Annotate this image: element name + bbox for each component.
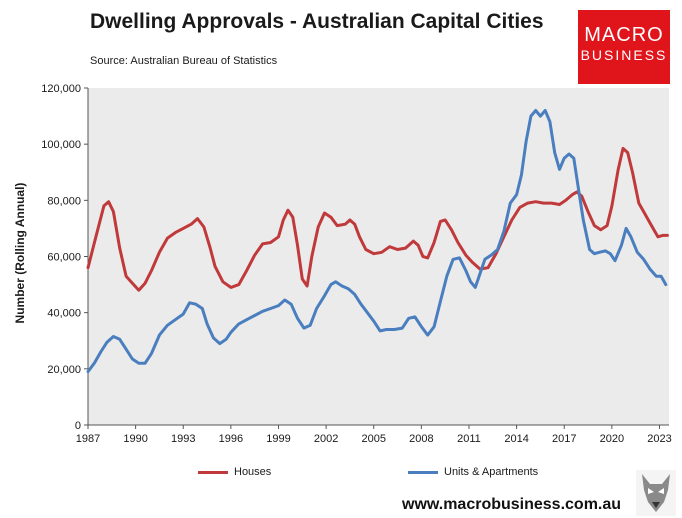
legend-label-houses: Houses [234,466,272,478]
x-tick-label: 2011 [457,433,481,445]
y-tick-label: 60,000 [47,252,81,264]
y-tick-label: 0 [75,420,81,432]
x-tick-label: 2023 [647,433,671,445]
x-tick-label: 1987 [76,433,100,445]
x-tick-label: 1996 [219,433,243,445]
x-tick-label: 2002 [314,433,338,445]
macrobusiness-logo: MACRO BUSINESS [578,10,670,84]
x-tick-label: 1999 [266,433,290,445]
x-tick-label: 2017 [552,433,576,445]
page-title: Dwelling Approvals - Australian Capital … [90,10,544,33]
source-note: Source: Australian Bureau of Statistics [90,55,278,67]
x-tick-label: 1990 [123,433,147,445]
logo-line-2: BUSINESS [580,47,668,63]
legend-swatch-houses [198,470,228,474]
y-tick-label: 120,000 [41,83,81,95]
footer-url: www.macrobusiness.com.au [402,496,622,513]
y-tick-label: 80,000 [47,195,81,207]
y-tick-label: 20,000 [47,364,81,376]
legend-item-houses: Houses [198,466,271,478]
x-tick-label: 2014 [504,433,528,445]
legend-label-units: Units & Apartments [444,466,539,478]
x-tick-label: 1993 [171,433,195,445]
series-line-units [86,109,668,374]
legend-swatch-units [408,470,438,474]
x-tick-label: 2008 [409,433,433,445]
x-tick-label: 2020 [600,433,624,445]
wolf-logo-icon [636,470,676,516]
legend-item-units: Units & Apartments [408,466,538,478]
series-line-houses [86,146,669,292]
y-tick-label: 40,000 [47,308,81,320]
y-tick-label: 100,000 [41,139,81,151]
logo-line-1: MACRO [584,24,664,46]
x-tick-label: 2005 [361,433,385,445]
plot-area [88,88,669,425]
